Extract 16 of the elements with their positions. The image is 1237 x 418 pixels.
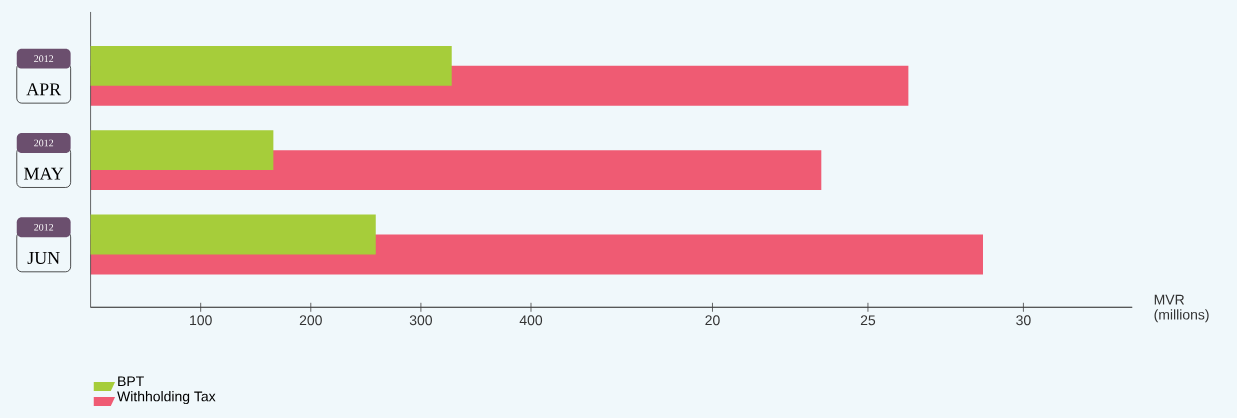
x-axis-title: MVR (millions) [1154, 294, 1209, 323]
legend-label: Withholding Tax [117, 391, 216, 405]
y-tick-label: JUN [27, 252, 60, 264]
x2-tick-label: 25 [860, 315, 876, 326]
x2-tick-label: 30 [1016, 315, 1031, 326]
x-tick-label: 100 [190, 315, 212, 326]
x-tick-label: 300 [409, 315, 432, 326]
x-tick-label: 400 [519, 315, 543, 326]
legend-label: BPT [118, 376, 144, 387]
x-tick-label: 200 [299, 315, 322, 326]
text: 2012 [34, 223, 54, 231]
text: 2012 [34, 139, 54, 147]
text: 2012 [34, 55, 54, 62]
y-tick-label: APR [26, 83, 62, 96]
x2-tick-label: 20 [705, 315, 720, 326]
y-tick-label: MAY [24, 167, 64, 180]
